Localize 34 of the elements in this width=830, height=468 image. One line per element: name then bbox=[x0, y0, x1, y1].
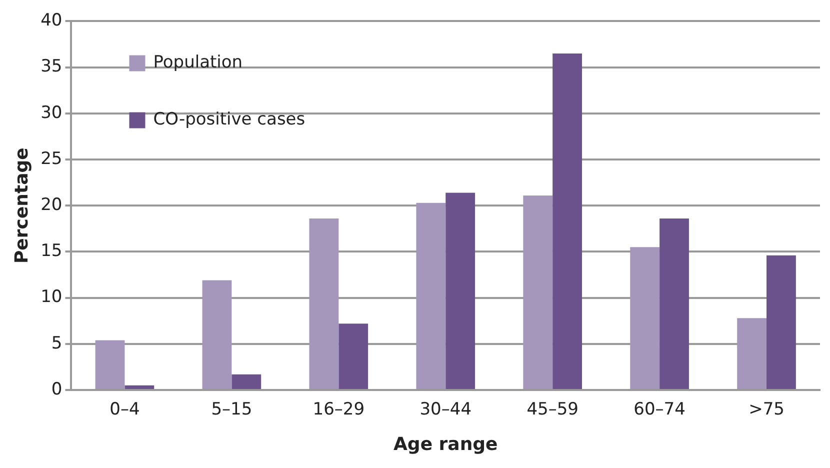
y-tick-label: 0 bbox=[51, 379, 62, 400]
x-tick-label: 60–74 bbox=[634, 400, 686, 420]
y-tick-label: 40 bbox=[40, 10, 62, 31]
y-tick-label: 20 bbox=[40, 195, 62, 216]
bar bbox=[124, 385, 154, 389]
bar bbox=[660, 218, 689, 389]
bar bbox=[309, 218, 339, 389]
bar bbox=[232, 374, 262, 389]
x-tick-label: 5–15 bbox=[211, 400, 252, 420]
x-tick-label: 30–44 bbox=[420, 400, 472, 420]
bar bbox=[416, 202, 446, 389]
x-tick-label: >75 bbox=[748, 400, 784, 420]
bar bbox=[630, 247, 660, 389]
x-tick-label: 45–59 bbox=[526, 400, 578, 420]
bar bbox=[338, 324, 368, 389]
bar bbox=[446, 192, 476, 389]
bar bbox=[737, 318, 767, 389]
y-tick-label: 25 bbox=[40, 148, 62, 169]
y-tick-label: 15 bbox=[40, 241, 62, 262]
bar bbox=[766, 255, 796, 389]
y-tick-label: 30 bbox=[40, 102, 62, 123]
x-tick-label: 16–29 bbox=[312, 400, 365, 420]
legend-label: Population bbox=[153, 52, 243, 73]
bar bbox=[523, 195, 553, 389]
y-axis-title: Percentage bbox=[11, 148, 32, 264]
x-axis-title: Age range bbox=[394, 434, 498, 455]
x-tick-label: 0–4 bbox=[110, 400, 140, 420]
bar bbox=[95, 340, 125, 389]
legend-label: CO-positive cases bbox=[153, 110, 306, 130]
y-tick-label: 5 bbox=[51, 333, 62, 354]
bar bbox=[202, 280, 232, 389]
y-tick-label: 35 bbox=[40, 56, 62, 77]
bar bbox=[552, 53, 582, 389]
y-tick-label: 10 bbox=[40, 287, 62, 308]
